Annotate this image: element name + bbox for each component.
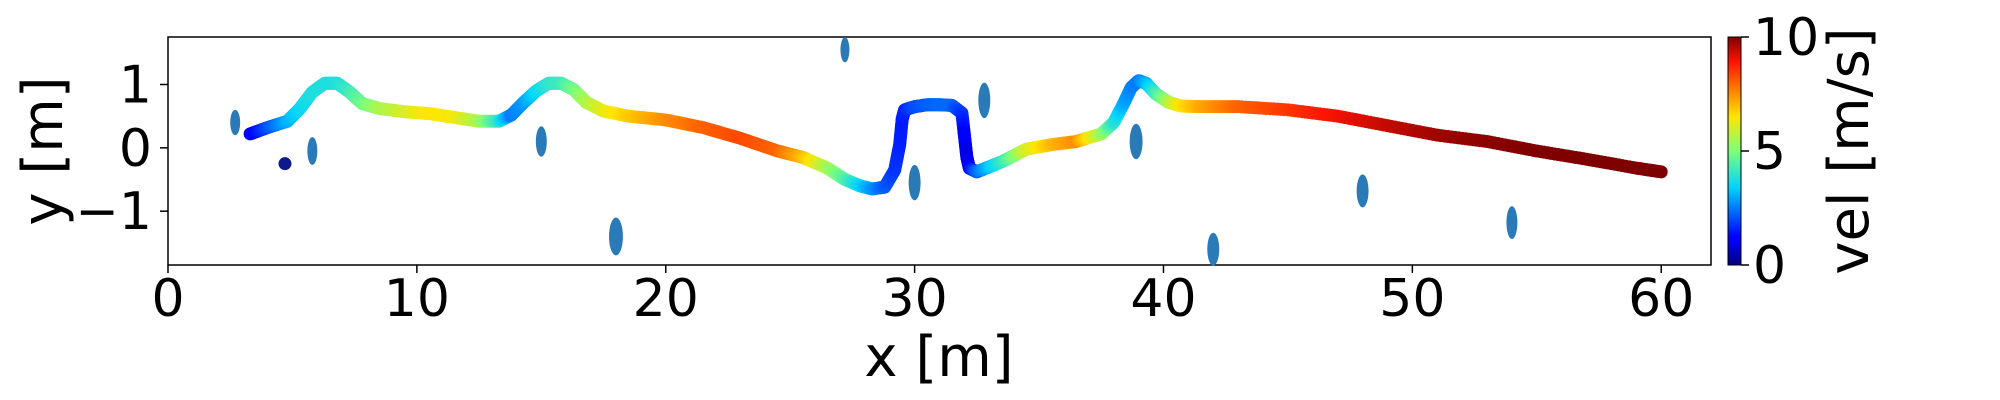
obstacle: [230, 109, 241, 136]
obstacle: [307, 137, 318, 165]
trajectory: [243, 74, 1668, 196]
y-tick-label: 1: [119, 56, 152, 116]
plot-area: [167, 36, 1712, 266]
obstacle: [1506, 206, 1518, 240]
y-tick-label: −1: [75, 182, 152, 242]
x-tick-label: 0: [151, 269, 184, 329]
y-axis-label: y [m]: [11, 76, 76, 225]
obstacle: [608, 217, 623, 256]
x-tick-label: 30: [882, 269, 948, 329]
start-marker: [278, 157, 292, 171]
obstacle: [978, 82, 991, 119]
obstacle: [908, 164, 921, 201]
colorbar-bar: [1727, 36, 1742, 266]
plot-frame: [167, 36, 1712, 266]
colorbar: 0 5 10 vel [m/s]: [1727, 8, 1882, 296]
x-tick-label: 40: [1130, 269, 1196, 329]
start-marker-group: [278, 157, 292, 171]
y-tick-label: 0: [119, 119, 152, 179]
obstacle: [535, 126, 547, 157]
colorbar-tick-label: 5: [1753, 122, 1786, 182]
obstacle: [840, 37, 850, 63]
x-tick-label: 20: [633, 269, 699, 329]
obstacle: [1129, 123, 1143, 160]
x-tick-label: 10: [384, 269, 450, 329]
x-tick-label: 60: [1628, 269, 1694, 329]
colorbar-tick-label: 0: [1753, 236, 1786, 296]
x-tick-label: 50: [1379, 269, 1445, 329]
y-axis: 10−1: [75, 56, 168, 242]
colorbar-ticks: 0 5 10: [1741, 8, 1819, 296]
obstacle: [1207, 232, 1220, 266]
obstacle: [1356, 174, 1369, 208]
x-axis: 0 10 20 30 40 50 60: [151, 265, 1694, 329]
trajectory-point: [1654, 165, 1668, 179]
obstacles: [230, 37, 1518, 266]
colorbar-tick-label: 10: [1753, 8, 1819, 68]
x-axis-label: x [m]: [864, 325, 1013, 390]
colorbar-label: vel [m/s]: [1817, 27, 1882, 274]
